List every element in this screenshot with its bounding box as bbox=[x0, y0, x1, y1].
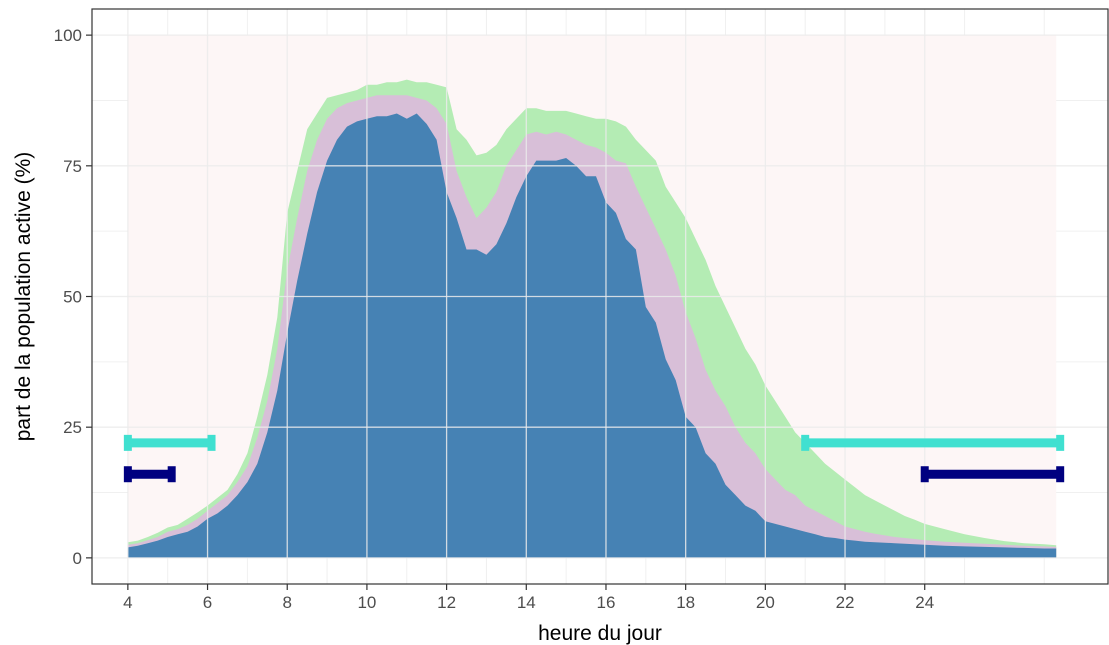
y-tick-label: 100 bbox=[54, 26, 82, 45]
x-tick-label: 22 bbox=[836, 593, 855, 612]
y-tick-label: 0 bbox=[73, 549, 82, 568]
x-tick-label: 4 bbox=[123, 593, 132, 612]
y-tick-label: 75 bbox=[63, 157, 82, 176]
y-tick-label: 50 bbox=[63, 288, 82, 307]
x-tick-label: 8 bbox=[282, 593, 291, 612]
x-tick-label: 24 bbox=[915, 593, 934, 612]
x-tick-label: 20 bbox=[756, 593, 775, 612]
area-series-1 bbox=[127, 113, 1057, 558]
x-tick-label: 10 bbox=[357, 593, 376, 612]
x-tick-label: 18 bbox=[676, 593, 695, 612]
range-bar-cap bbox=[1056, 434, 1065, 451]
x-axis: 4 6 8 10 12 14 16 18 20 22 24 bbox=[123, 584, 934, 612]
range-bar-cap bbox=[207, 434, 216, 451]
x-tick-label: 6 bbox=[203, 593, 212, 612]
y-axis-title: part de la population active (%) bbox=[12, 152, 35, 442]
range-bar-cap bbox=[123, 434, 132, 451]
x-axis-title: heure du jour bbox=[538, 622, 662, 645]
range-bars bbox=[123, 434, 1065, 483]
major-gridlines bbox=[92, 9, 1108, 584]
y-axis: 0 25 50 75 100 bbox=[54, 26, 92, 568]
x-tick-label: 12 bbox=[437, 593, 456, 612]
range-bar-cap bbox=[801, 434, 810, 451]
range-bar-cap bbox=[167, 466, 176, 483]
range-bar-cap bbox=[123, 466, 132, 483]
range-bar-cap bbox=[1056, 466, 1065, 483]
y-tick-label: 25 bbox=[63, 418, 82, 437]
stacked-areas bbox=[127, 79, 1057, 558]
x-tick-label: 16 bbox=[597, 593, 616, 612]
x-tick-label: 14 bbox=[517, 593, 536, 612]
range-bar-cap bbox=[920, 466, 929, 483]
